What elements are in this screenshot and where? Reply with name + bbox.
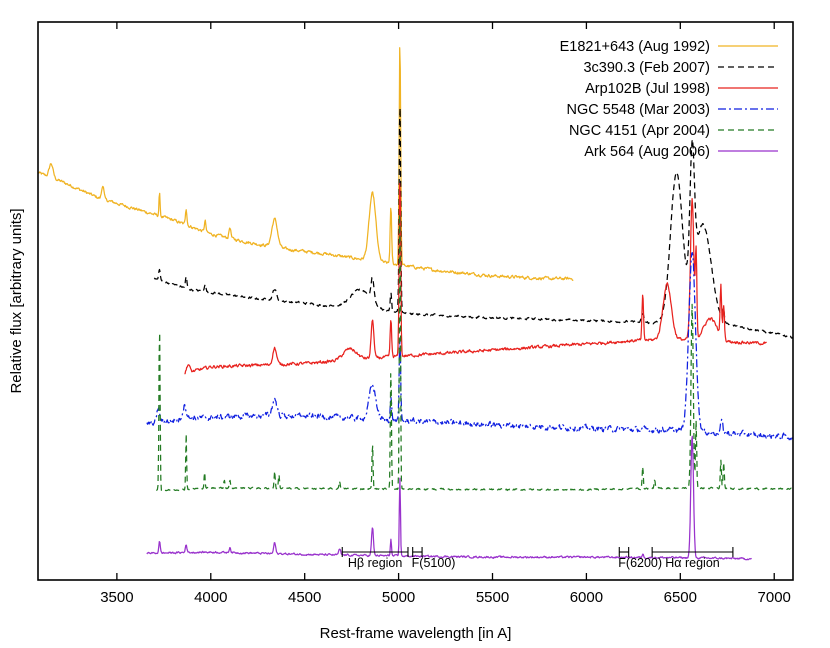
legend-label-1: 3c390.3 (Feb 2007) bbox=[583, 60, 710, 76]
x-tick-label-7: 7000 bbox=[758, 589, 791, 606]
region-marker-2 bbox=[618, 547, 630, 557]
x-axis-label: Rest-frame wavelength [in A] bbox=[320, 625, 512, 642]
x-tick-label-0: 3500 bbox=[100, 589, 133, 606]
series-line-1 bbox=[153, 107, 794, 339]
legend-label-4: NGC 4151 (Apr 2004) bbox=[569, 123, 710, 139]
series-line-2 bbox=[184, 182, 767, 375]
x-tick-label-4: 5500 bbox=[476, 589, 509, 606]
region-label-2: F(6200) bbox=[618, 556, 662, 570]
series-line-3 bbox=[146, 251, 794, 441]
x-tick-label-6: 6500 bbox=[664, 589, 697, 606]
region-marker-1 bbox=[412, 547, 423, 557]
x-axis-ticks: 3500 4000 4500 5000 5500 6000 6500 7000 bbox=[100, 22, 791, 606]
legend-label-2: Arp102B (Jul 1998) bbox=[585, 81, 710, 97]
legend-label-3: NGC 5548 (Mar 2003) bbox=[567, 102, 710, 118]
x-tick-label-1: 4000 bbox=[194, 589, 227, 606]
series-line-4 bbox=[155, 213, 794, 492]
series-layer bbox=[37, 47, 794, 561]
x-tick-label-2: 4500 bbox=[288, 589, 321, 606]
x-tick-label-5: 6000 bbox=[570, 589, 603, 606]
x-tick-label-3: 5000 bbox=[382, 589, 415, 606]
plot-frame bbox=[37, 21, 794, 581]
region-label-3: Hα region bbox=[665, 556, 720, 570]
legend-label-0: E1821+643 (Aug 1992) bbox=[560, 39, 710, 55]
series-line-0 bbox=[37, 47, 574, 282]
series-line-5 bbox=[146, 435, 752, 561]
region-markers: Hβ region F(5100) F(6200) Hα region bbox=[341, 547, 734, 570]
y-axis-label: Relative flux [arbitrary units] bbox=[8, 208, 25, 393]
region-marker-0 bbox=[341, 547, 409, 557]
region-marker-3 bbox=[651, 547, 734, 557]
legend: E1821+643 (Aug 1992) 3c390.3 (Feb 2007) Ar… bbox=[560, 39, 778, 160]
legend-label-5: Ark 564 (Aug 2006) bbox=[584, 144, 710, 160]
region-label-0: Hβ region bbox=[348, 556, 402, 570]
region-label-1: F(5100) bbox=[412, 556, 456, 570]
